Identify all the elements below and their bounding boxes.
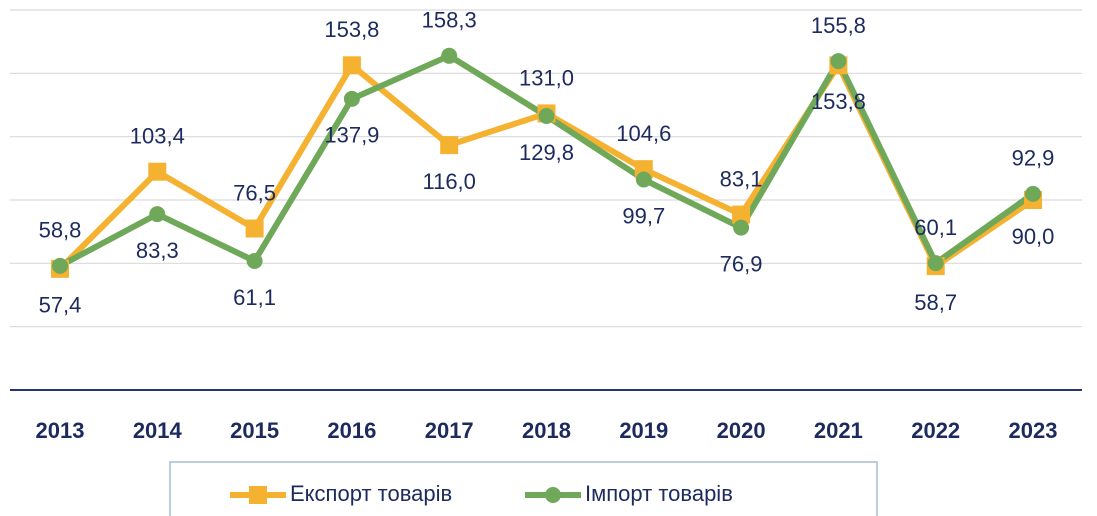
marker	[733, 219, 750, 236]
marker	[927, 255, 944, 272]
marker	[830, 53, 847, 70]
data-label: 92,9	[1012, 146, 1055, 171]
data-label: 58,8	[39, 218, 82, 243]
data-label: 131,0	[519, 65, 574, 90]
x-tick-label: 2014	[133, 418, 183, 443]
data-label: 60,1	[914, 215, 957, 240]
x-tick-label: 2017	[425, 418, 474, 443]
data-label: 61,1	[233, 285, 276, 310]
x-tick-label: 2022	[911, 418, 960, 443]
legend-label: Експорт товарів	[290, 481, 452, 506]
legend-marker	[249, 486, 267, 504]
marker	[342, 56, 361, 75]
x-tick-label: 2023	[1009, 418, 1058, 443]
data-label: 58,7	[914, 290, 957, 315]
x-tick-label: 2015	[230, 418, 279, 443]
x-tick-label: 2013	[36, 418, 85, 443]
x-tick-label: 2016	[327, 418, 376, 443]
x-tick-label: 2021	[814, 418, 863, 443]
data-label: 153,8	[324, 17, 379, 42]
data-label: 158,3	[422, 8, 477, 33]
data-label: 76,5	[233, 180, 276, 205]
legend-marker	[545, 487, 561, 503]
marker	[732, 205, 751, 224]
legend-label: Імпорт товарів	[585, 481, 733, 506]
data-label: 103,4	[130, 124, 185, 149]
x-tick-label: 2018	[522, 418, 571, 443]
marker	[149, 206, 166, 223]
data-label: 153,8	[811, 89, 866, 114]
x-tick-label: 2020	[717, 418, 766, 443]
marker	[343, 90, 360, 107]
legend-box	[169, 461, 878, 516]
marker	[441, 47, 458, 64]
marker	[635, 171, 652, 188]
data-label: 83,1	[720, 166, 763, 191]
data-label: 116,0	[422, 169, 475, 194]
x-tick-label: 2019	[619, 418, 668, 443]
marker	[1025, 185, 1041, 202]
data-label: 129,8	[519, 140, 574, 165]
data-label: 83,3	[136, 238, 179, 263]
data-label: 137,9	[324, 123, 379, 148]
marker	[52, 257, 68, 274]
data-label: 57,4	[39, 293, 82, 318]
marker	[245, 219, 264, 238]
data-label: 99,7	[622, 203, 665, 228]
data-label: 104,6	[616, 121, 671, 146]
marker	[440, 136, 459, 155]
marker	[246, 253, 263, 270]
marker	[538, 107, 555, 124]
data-label: 155,8	[811, 13, 866, 38]
marker	[148, 162, 167, 181]
data-label: 90,0	[1012, 224, 1055, 249]
data-label: 76,9	[720, 251, 763, 276]
